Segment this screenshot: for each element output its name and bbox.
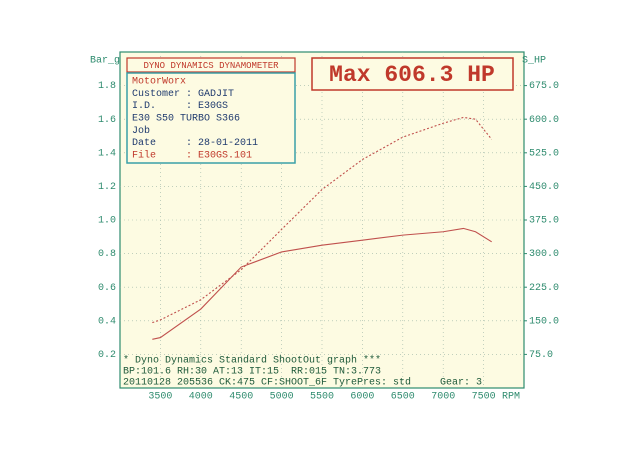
y-tick-label: 0.6 — [98, 283, 116, 294]
y2-tick-label: 75.0 — [529, 350, 553, 361]
y2-axis-label: S_HP — [522, 56, 546, 67]
y2-tick-label: 375.0 — [529, 216, 559, 227]
y-tick-label: 0.8 — [98, 249, 116, 260]
footer-line: BP:101.6 RH:30 AT:13 IT:15 RR:015 TN:3.7… — [123, 367, 381, 378]
y-tick-label: 1.4 — [98, 148, 116, 159]
info-box — [126, 72, 296, 164]
x-axis-label: RPM — [502, 392, 520, 403]
info-line: I.D. : E30GS — [132, 101, 228, 112]
info-line: File : E30GS.101 — [132, 149, 252, 161]
y2-tick-label: 525.0 — [529, 148, 559, 159]
title-box — [126, 57, 296, 73]
info-line: Date : 28-01-2011 — [132, 138, 258, 149]
y2-tick-label: 600.0 — [529, 115, 559, 126]
x-tick-label: 5500 — [310, 392, 334, 403]
x-tick-label: 7500 — [472, 392, 496, 403]
footer-line: 20110128 205536 CK:475 CF:SHOOT_6F TyreP… — [123, 377, 411, 389]
y-tick-label: 1.0 — [98, 216, 116, 227]
max-annotation: Max 606.3 HP — [329, 62, 495, 88]
series-line — [152, 227, 492, 340]
x-tick-label: 4500 — [229, 392, 253, 403]
x-tick-label: 4000 — [189, 392, 213, 403]
x-tick-label: 5000 — [270, 392, 294, 403]
y2-tick-label: 300.0 — [529, 249, 559, 260]
max-box — [311, 57, 514, 91]
chart-title: DYNO DYNAMICS DYNAMOMETER — [143, 61, 279, 71]
y-axis-label: Bar_g — [90, 56, 120, 67]
footer-lines: * Dyno Dynamics Standard ShootOut graph … — [123, 355, 411, 389]
x-tick-label: 6000 — [350, 392, 374, 403]
series-line — [152, 116, 493, 324]
y2-tick-label: 675.0 — [529, 81, 559, 92]
y-tick-label: 1.8 — [98, 81, 116, 92]
info-line: MotorWorx — [132, 77, 186, 88]
x-tick-label: 3500 — [148, 392, 172, 403]
info-line: Job — [132, 125, 150, 137]
x-tick-label: 7000 — [431, 392, 455, 403]
info-line: Customer : GADJIT — [132, 89, 234, 100]
y-tick-label: 0.4 — [98, 316, 116, 327]
y2-tick-label: 225.0 — [529, 283, 559, 294]
y-tick-label: 1.2 — [98, 182, 116, 193]
x-tick-label: 6500 — [391, 392, 415, 403]
info-line: E30 S50 TURBO S366 — [132, 114, 240, 125]
footer-line: * Dyno Dynamics Standard ShootOut graph … — [123, 355, 381, 367]
gear: Gear: 3 — [440, 378, 482, 389]
y2-tick-label: 150.0 — [529, 316, 559, 327]
y-tick-label: 1.6 — [98, 115, 116, 126]
y2-tick-label: 450.0 — [529, 182, 559, 193]
y-tick-label: 0.2 — [98, 350, 116, 361]
